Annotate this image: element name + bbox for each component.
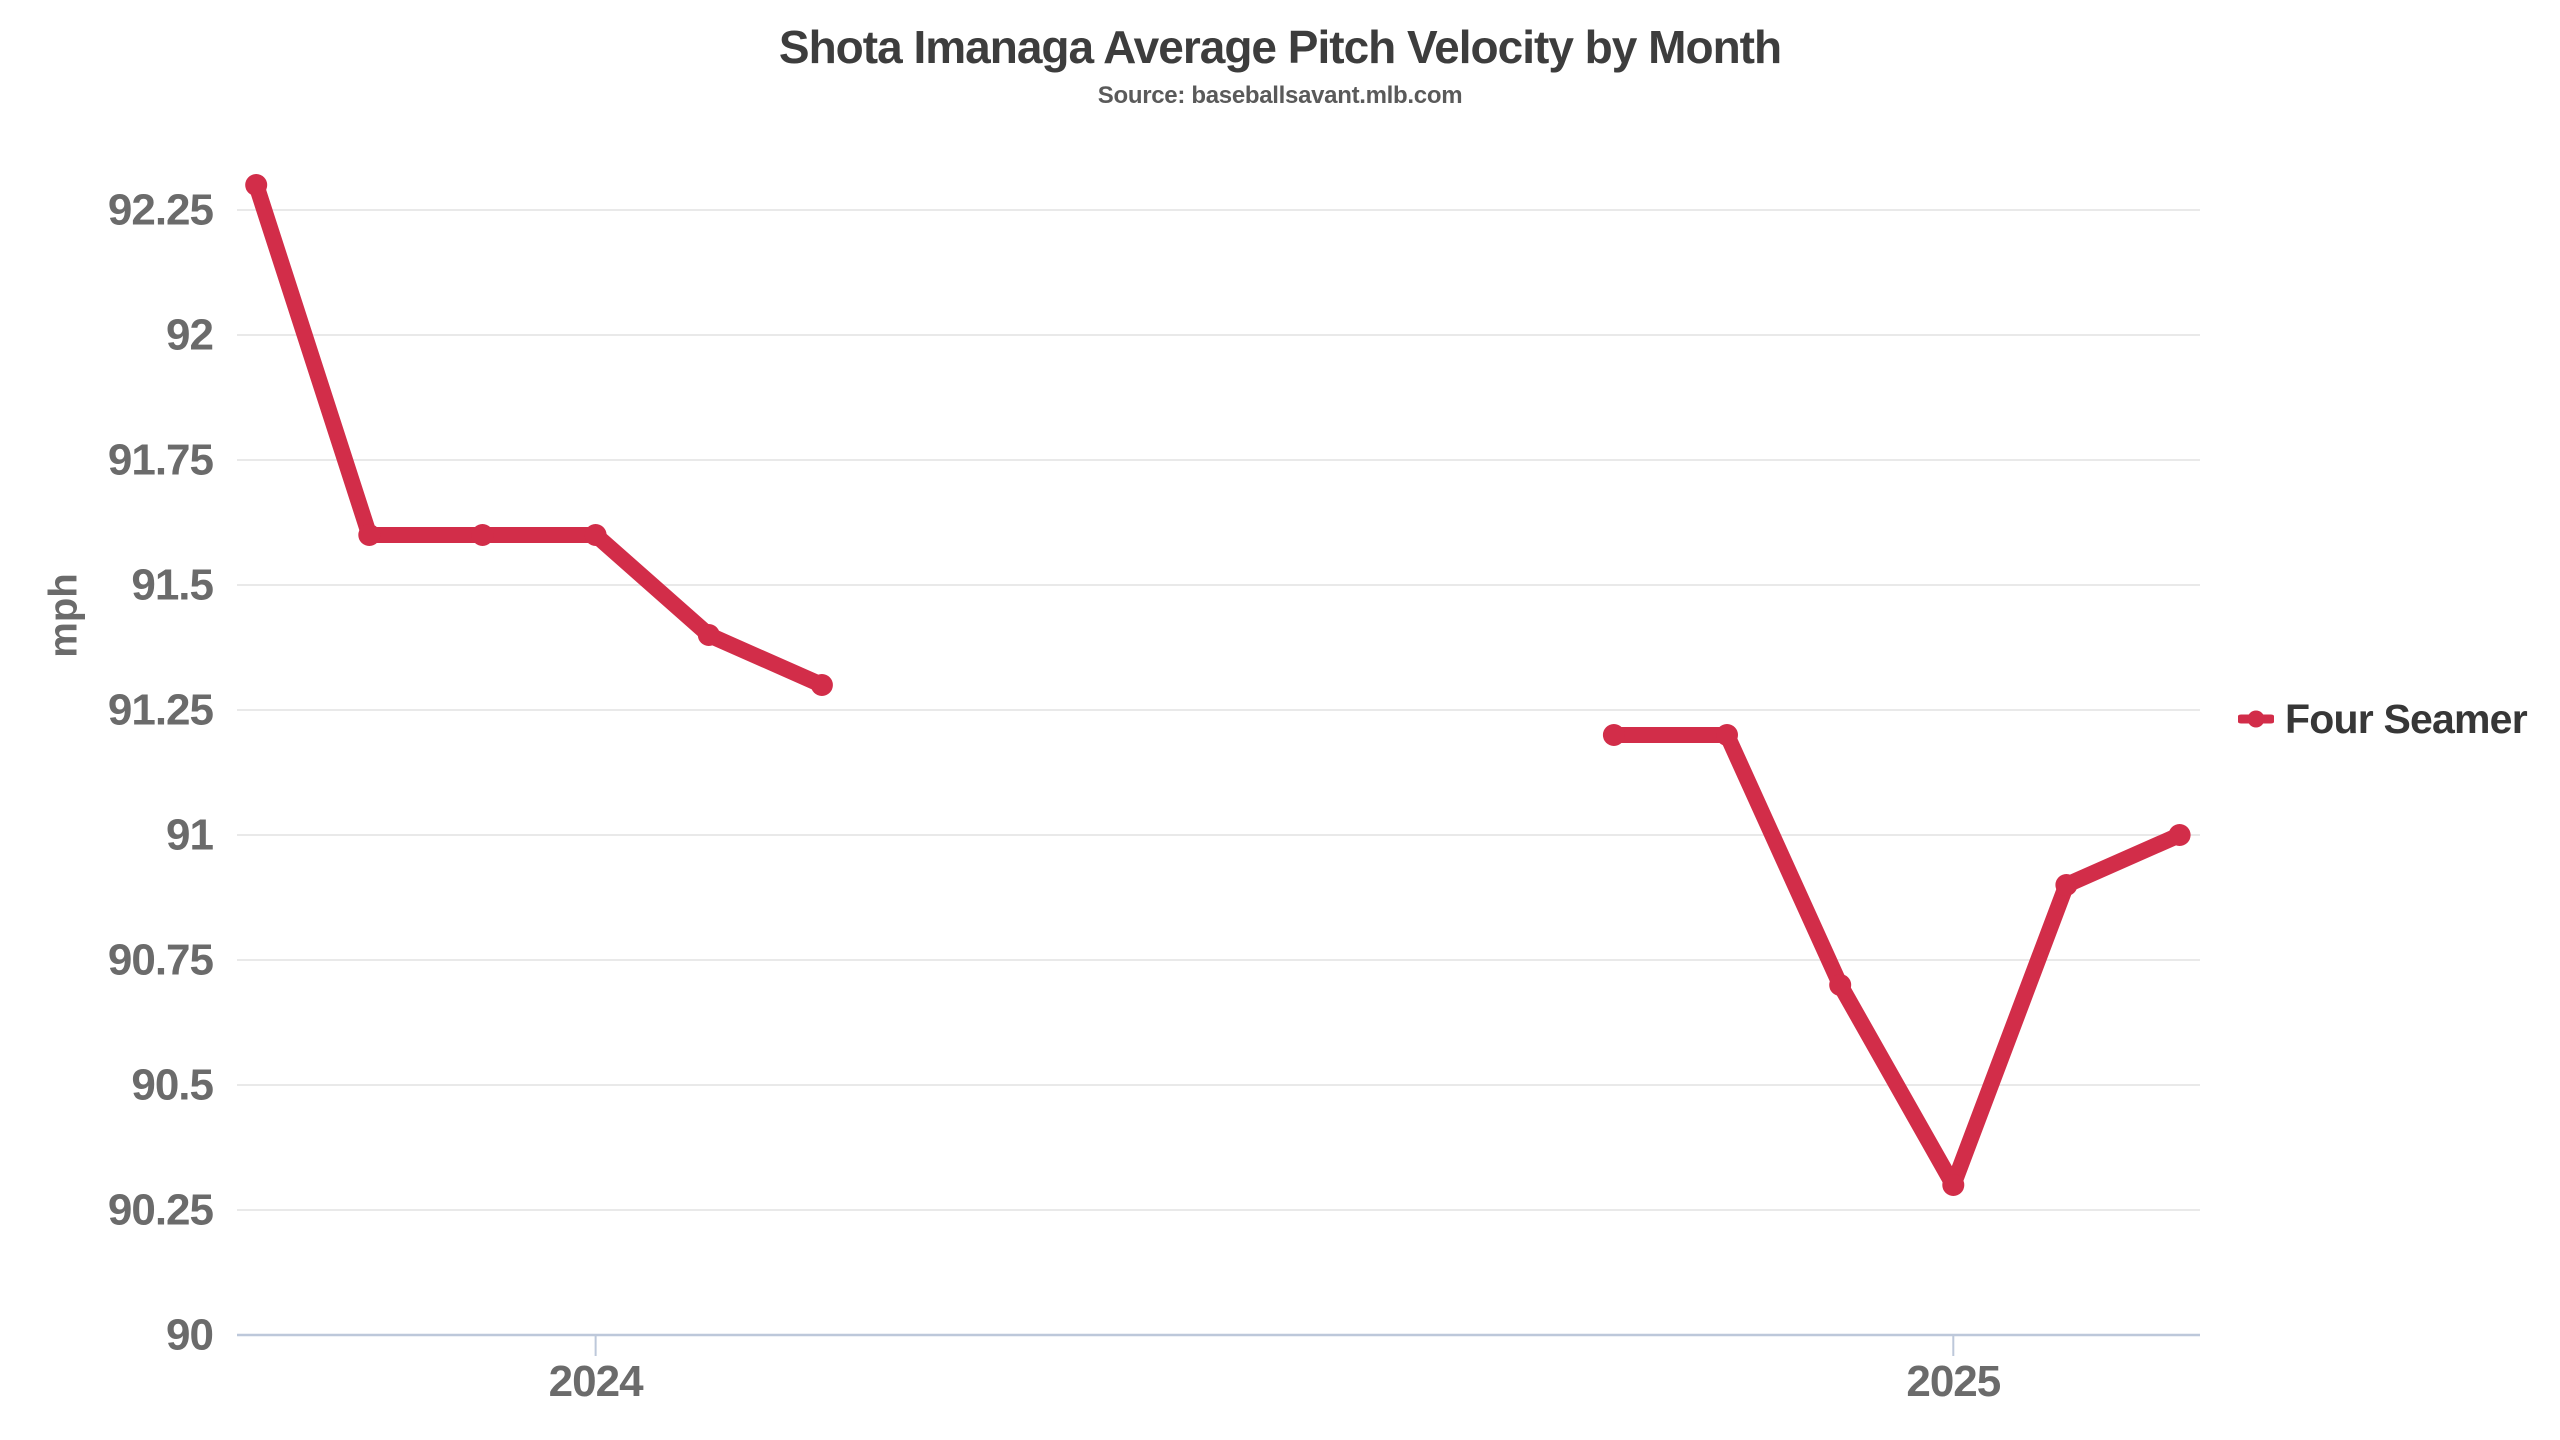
y-tick-label-91: 91 [166,811,213,860]
y-tick-label-91.5: 91.5 [131,561,213,610]
data-point-2025-04 [1602,724,1625,746]
y-tick-label-90: 90 [166,1311,213,1360]
y-axis-title: mph [41,573,86,658]
x-tick-label-2024: 2024 [549,1357,644,1406]
series-four-seamer-segment-2 [1605,727,2188,1193]
y-tick-label-92.25: 92.25 [108,186,214,235]
y-tick-label-90.5: 90.5 [131,1061,213,1110]
legend-swatch-marker [2247,710,2265,728]
chart-subtitle: Source: baseballsavant.mlb.com [1097,82,1463,109]
x-tick-label-2025: 2025 [1906,1357,2000,1406]
y-tick-label-91.25: 91.25 [108,686,214,735]
y-tick-label-92: 92 [166,311,213,360]
legend-entry-four-seamer[interactable]: Four Seamer [2238,695,2528,742]
y-tick-label-90.25: 90.25 [108,1186,214,1235]
data-point-2024-09 [810,674,833,696]
data-point-2025-09 [2168,824,2191,846]
y-tick-label-90.75: 90.75 [108,936,214,985]
data-point-2024-04 [245,174,268,196]
data-point-2024-08 [697,624,720,646]
data-point-2025-08 [2055,874,2078,896]
data-point-2024-05 [358,524,381,546]
chart-title: Shota Imanaga Average Pitch Velocity by … [778,21,1782,73]
legend-label: Four Seamer [2285,695,2528,742]
series-four-seamer-segment-1 [248,177,830,693]
data-point-2025-05 [1716,724,1738,746]
data-point-2024-06 [471,524,494,546]
data-point-2024-07 [584,524,607,546]
legend-line-swatch-icon [2238,710,2274,728]
y-tick-label-91.75: 91.75 [108,436,214,485]
data-point-2025-06 [1829,974,1852,996]
data-point-2025-07 [1942,1174,1965,1196]
